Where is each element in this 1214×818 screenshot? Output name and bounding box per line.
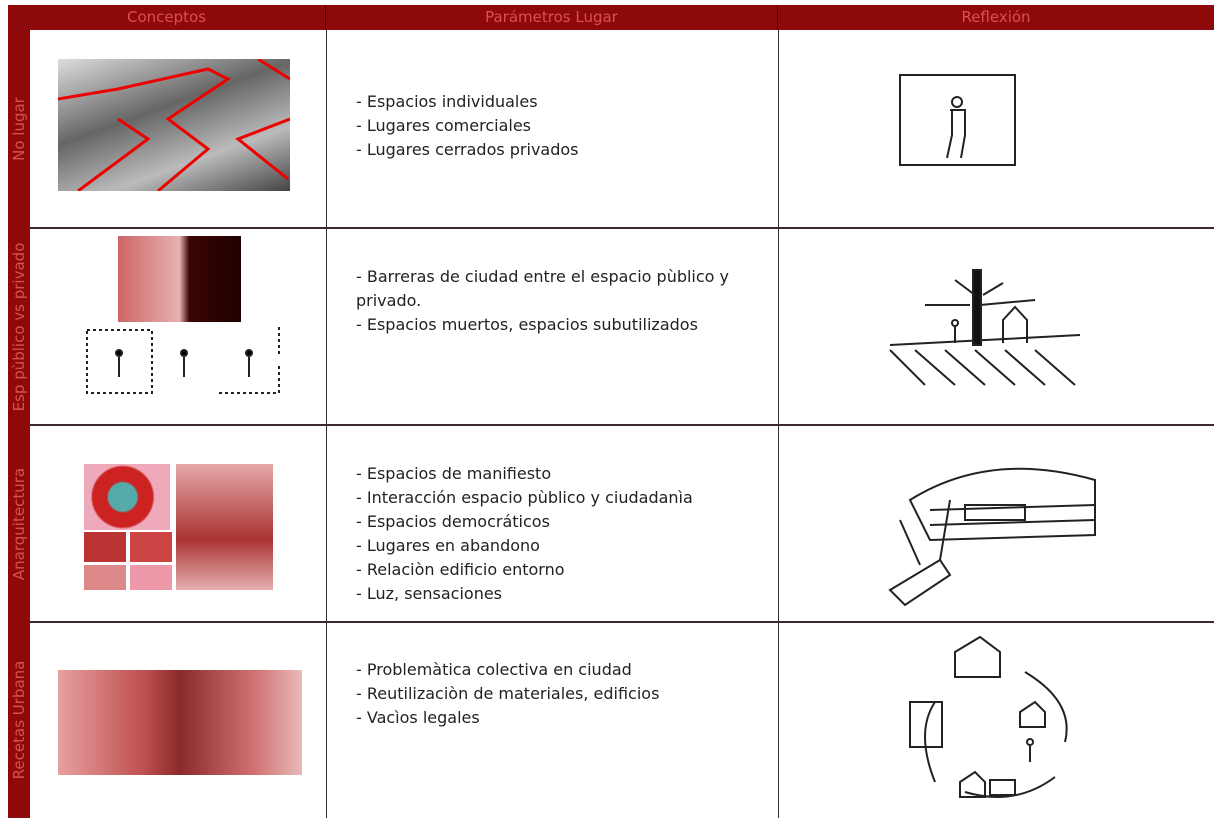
list-item: - Interacción espacio pùblico y ciudadan…: [356, 488, 693, 507]
list-item: - Lugares cerrados privados: [356, 140, 579, 159]
list-item: - Luz, sensaciones: [356, 584, 503, 603]
sketch: [889, 269, 1081, 386]
list-item: - Barreras de ciudad entre el espacio pù…: [356, 267, 730, 310]
list-item: - Relaciòn edificio entorno: [356, 560, 565, 579]
list-item: - Espacios democráticos: [356, 512, 550, 531]
row-label: Anarquitectura: [10, 467, 28, 580]
table-row: [30, 228, 1214, 426]
item-list: - Problemàtica colectiva en ciudad - Reut…: [356, 658, 756, 730]
photo: [57, 57, 291, 193]
diagram: [86, 327, 280, 394]
photo: [84, 565, 126, 590]
photo: [84, 532, 126, 562]
sketch: [909, 635, 1068, 798]
list-item: - Lugares comerciales: [356, 116, 531, 135]
item-list: - Espacios de manifiesto - Interacción es…: [356, 462, 756, 606]
photo: [84, 464, 170, 530]
column-header: Reflexión: [778, 5, 1214, 30]
sketch: [888, 467, 1096, 607]
row-label-band: No lugar: [8, 30, 30, 228]
row-label: Esp pùblico vs privado: [10, 242, 28, 411]
row-label: No lugar: [10, 97, 28, 161]
list-item: - Reutilizaciòn de materiales, edificios: [356, 684, 660, 703]
photo: [118, 236, 241, 322]
row-label-band: Esp pùblico vs privado: [8, 228, 30, 425]
item-list: - Barreras de ciudad entre el espacio pù…: [356, 265, 756, 337]
column-header: Parámetros Lugar: [326, 5, 778, 30]
row-label-band: Anarquitectura: [8, 425, 30, 622]
photo: [130, 565, 172, 590]
column-divider: [326, 30, 327, 818]
list-item: - Espacios individuales: [356, 92, 538, 111]
list-item: - Espacios muertos, espacios subutilizad…: [356, 315, 698, 334]
row-label: Recetas Urbana: [10, 660, 28, 780]
sketch: [899, 74, 1016, 166]
photo-overlay: [57, 57, 291, 193]
list-item: - Problemàtica colectiva en ciudad: [356, 660, 632, 679]
column-header: Conceptos: [8, 5, 326, 30]
list-item: - Lugares en abandono: [356, 536, 540, 555]
photo: [176, 464, 273, 590]
list-item: - Vacìos legales: [356, 708, 480, 727]
row-label-band: Recetas Urbana: [8, 622, 30, 818]
column-divider: [778, 30, 779, 818]
photo: [130, 532, 172, 562]
item-list: - Espacios individuales - Lugares comerci…: [356, 90, 756, 162]
list-item: - Espacios de manifiesto: [356, 464, 552, 483]
photo: [58, 670, 302, 775]
table-row: [30, 425, 1214, 623]
table-row: [30, 30, 1214, 229]
